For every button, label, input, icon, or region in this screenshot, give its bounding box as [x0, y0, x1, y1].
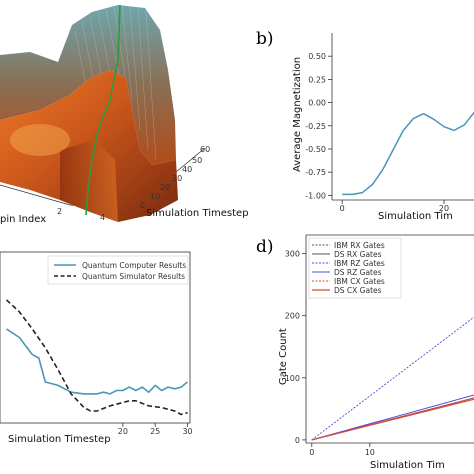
b-x-ticks: 0 20 [340, 200, 449, 213]
c-x-tick-label: 20 [118, 427, 128, 436]
d-ds-cx-line [311, 398, 474, 441]
c-series [5, 299, 188, 416]
d-ds-rz-line [311, 394, 474, 441]
a-y-ticks: 2 4 [57, 207, 105, 222]
a-x-tick: 10 [150, 192, 160, 201]
b-series [342, 111, 474, 196]
b-y-tick-label: -0.25 [305, 122, 326, 131]
a-y-tick: 4 [100, 213, 105, 222]
d-y-ticks: 300 200 100 0 [285, 250, 306, 445]
d-legend-label: DS RZ Gates [334, 268, 382, 277]
a-x-tick: 40 [182, 165, 192, 174]
d-legend-label: DS CX Gates [334, 286, 382, 295]
d-y-tick-label: 0 [295, 436, 300, 445]
a-x-ticks: 60 50 40 30 20 10 0 [140, 145, 210, 210]
d-x-ticks: 0 10 [309, 443, 375, 457]
b-y-tick-label: 0.25 [308, 75, 326, 84]
d-x-tick-label: 10 [365, 448, 375, 457]
a-surface-highlight [10, 124, 70, 156]
d-legend-label: IBM RX Gates [334, 241, 385, 250]
d-y-tick-label: 100 [285, 374, 300, 383]
b-x-axis-label: Simulation Tim [378, 211, 453, 222]
c-plot-frame [0, 251, 191, 424]
panel-c-results-plot: 20 25 30 Quantum Computer Results Quantum … [0, 251, 193, 445]
d-y-tick-label: 300 [285, 250, 300, 259]
panel-b-label: b) [256, 29, 274, 49]
d-x-tick-label: 0 [309, 448, 314, 457]
a-x-tick: 20 [160, 183, 170, 192]
a-x-tick: 0 [140, 201, 145, 210]
b-y-ticks: 0.50 0.25 0.00 -0.25 -0.50 -0.75 -1.00 [305, 52, 332, 200]
c-quantum-simulator-line [5, 299, 188, 416]
d-ibm-rz-line [311, 316, 474, 441]
b-y-tick-label: 0.00 [308, 99, 326, 108]
c-legend-box [47, 255, 189, 285]
a-y-axis-label: pin Index [0, 214, 46, 225]
a-x-axis-label: Simulation Timestep [146, 208, 249, 219]
d-legend-label: IBM RZ Gates [334, 259, 385, 268]
b-y-tick-label: 0.50 [308, 52, 326, 61]
d-legend-label: DS RX Gates [334, 250, 382, 259]
d-y-axis-label: Gate Count [278, 328, 289, 385]
panel-d-label: d) [256, 237, 274, 257]
panel-a-surface-plot: 60 50 40 30 20 10 0 2 4 Simulation Times… [0, 4, 249, 225]
a-surface-back [0, 5, 176, 165]
d-legend-box [308, 237, 402, 299]
d-legend-label: IBM CX Gates [334, 277, 385, 286]
c-legend-label: Quantum Simulator Results [82, 272, 185, 281]
b-x-tick-label: 20 [439, 204, 449, 213]
a-x-tick: 30 [172, 174, 182, 183]
b-x-tick-label: 0 [340, 204, 345, 213]
c-x-ticks: 20 25 30 [118, 423, 193, 436]
a-front-axis [0, 184, 71, 206]
c-x-axis-label: Simulation Timestep [8, 434, 111, 445]
c-legend-label: Quantum Computer Results [82, 261, 186, 270]
b-magnetization-line [342, 111, 474, 196]
b-y-axis-label: Average Magnetization [292, 57, 303, 172]
d-series [311, 316, 474, 441]
c-x-tick-label: 30 [182, 427, 192, 436]
b-y-tick-label: -0.75 [305, 168, 326, 177]
a-y-tick: 2 [57, 207, 62, 216]
b-y-tick-label: -0.50 [305, 145, 326, 154]
c-x-tick-label: 25 [150, 427, 160, 436]
d-y-tick-label: 200 [285, 312, 300, 321]
d-x-axis-label: Simulation Tim [370, 460, 445, 471]
panel-b-magnetization-plot: 0.50 0.25 0.00 -0.25 -0.50 -0.75 -1.00 0 20 Sim… [292, 33, 474, 222]
a-x-tick: 50 [192, 156, 202, 165]
a-green-curve [85, 4, 121, 216]
a-x-tick: 60 [200, 145, 210, 154]
c-quantum-computer-line [6, 328, 188, 395]
b-y-tick-label: -1.00 [305, 191, 326, 200]
c-legend: Quantum Computer Results Quantum Simulat… [47, 255, 189, 285]
